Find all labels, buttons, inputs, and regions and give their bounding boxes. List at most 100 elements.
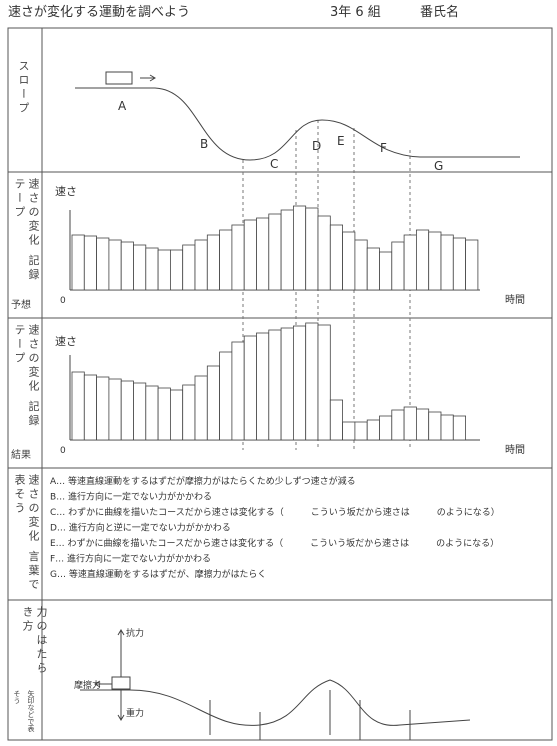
tape-strip: [466, 240, 478, 290]
origin: 0: [60, 446, 66, 456]
tape-strip: [84, 236, 96, 290]
row-label: スロープ: [16, 60, 30, 160]
class: 3年 6 組: [330, 5, 381, 20]
tape-strip: [220, 352, 232, 440]
tape-strip: [232, 342, 244, 440]
row-label: 力のはたらき方: [20, 606, 48, 686]
tape-strip: [146, 386, 158, 440]
row-label: 速さの変化 記録テープ: [12, 324, 40, 434]
row-sublabel: 予想: [11, 296, 31, 311]
tape-strip: [453, 416, 465, 440]
tape-strip: [330, 225, 342, 290]
sheet-graphics: 速さが変化する運動を調べよう 3年 6 組 番氏名 速さ 0 時間 速さ 0 時…: [0, 0, 557, 746]
tape-strip: [392, 410, 404, 440]
tape-strip: [183, 245, 195, 290]
tape-strip: [343, 422, 355, 440]
force-arrows: [95, 630, 410, 740]
tape-strip: [207, 366, 219, 440]
tape-strip: [195, 376, 207, 440]
tape-strip: [134, 245, 146, 290]
cart: [106, 72, 132, 84]
tape-strip: [84, 375, 96, 440]
tape-strip: [195, 240, 207, 290]
force-label: 重力: [126, 707, 144, 719]
tape-strip: [97, 238, 109, 290]
description-line: D… 進行方向と逆に一定でない力がかかわる: [50, 522, 231, 534]
tape-strip: [170, 250, 182, 290]
tape-strip: [441, 235, 453, 290]
tape-strip: [404, 407, 416, 440]
tape-strip: [109, 379, 121, 440]
description-line: E… わずかに曲線を描いたコースだから速さは変化する（ こういう坂だから速さは …: [50, 537, 499, 549]
row-label: 速さの変化 言葉で表そう: [12, 474, 40, 594]
tape-strip: [380, 252, 392, 290]
title: 速さが変化する運動を調べよう: [8, 4, 190, 20]
tape-strip: [232, 225, 244, 290]
tape-strip: [318, 216, 330, 290]
tape-strip: [244, 220, 256, 290]
tape-strip: [355, 240, 367, 290]
slope-curve: [75, 88, 520, 160]
row-sublabel: 矢印などで表そう: [10, 690, 38, 738]
tape-strip: [121, 381, 133, 440]
tape-strip: [429, 412, 441, 440]
tape-strip: [293, 206, 305, 290]
tape-strip: [158, 388, 170, 440]
tape-strip: [207, 235, 219, 290]
y-label: 速さ: [55, 185, 77, 198]
section-label: C: [270, 157, 278, 171]
tape-strip: [343, 232, 355, 290]
force-label: 抗力: [126, 627, 144, 639]
tape-strip: [318, 325, 330, 440]
tape-strip: [453, 238, 465, 290]
tape-strip: [281, 210, 293, 290]
tape-strip: [441, 415, 453, 440]
cart: [112, 677, 130, 689]
tape-strip: [220, 230, 232, 290]
arrow: [140, 75, 155, 81]
y-label: 速さ: [55, 335, 77, 348]
tape-strip: [404, 235, 416, 290]
description-line: C… わずかに曲線を描いたコースだから速さは変化する（ こういう坂だから速さは …: [50, 506, 500, 518]
section-label: F: [380, 141, 387, 155]
description-line: F… 進行方向に一定でない力がかかわる: [50, 553, 211, 565]
section-label: D: [312, 139, 321, 153]
tape-strip: [416, 230, 428, 290]
tape-strip: [281, 328, 293, 440]
tape-strip: [330, 400, 342, 440]
tape-strip: [380, 416, 392, 440]
row-label: 速さの変化 記録テープ: [12, 178, 40, 288]
tape-strip: [355, 422, 367, 440]
worksheet: 速さが変化する運動を調べよう 3年 6 組 番氏名 速さ 0 時間 速さ 0 時…: [0, 0, 557, 746]
section-label: E: [337, 134, 345, 148]
x-label: 時間: [505, 294, 525, 306]
tape-strip: [416, 409, 428, 440]
tape-strip: [257, 333, 269, 440]
name-field: 番氏名: [420, 4, 459, 20]
tape-strip: [306, 208, 318, 290]
section-label: G: [434, 159, 443, 173]
tape-strip: [97, 377, 109, 440]
tape-strip: [367, 248, 379, 290]
tape-strip: [146, 248, 158, 290]
x-label: 時間: [505, 444, 525, 456]
tape-strip: [170, 390, 182, 440]
tape-strip: [121, 242, 133, 290]
tape-strip: [134, 383, 146, 440]
tape-strip: [109, 240, 121, 290]
tape-strip: [293, 326, 305, 440]
tape-strip: [429, 232, 441, 290]
tape-strip: [183, 385, 195, 440]
tape-strip: [244, 336, 256, 440]
description-line: A… 等速直線運動をするはずだが摩擦力がはたらくため少しずつ速さが減る: [50, 475, 356, 487]
tape-strip: [72, 235, 84, 290]
tape-strip: [158, 250, 170, 290]
description-line: G… 等速直線運動をするはずだが、摩擦力がはたらく: [50, 568, 266, 580]
tape-strip: [72, 372, 84, 440]
description-line: B… 進行方向に一定でない力がかかわる: [50, 491, 212, 503]
tape-strip: [269, 214, 281, 290]
tape-strip: [367, 420, 379, 440]
tape-strip: [392, 242, 404, 290]
tape-strip: [269, 330, 281, 440]
force-label: 摩擦力: [74, 679, 101, 691]
